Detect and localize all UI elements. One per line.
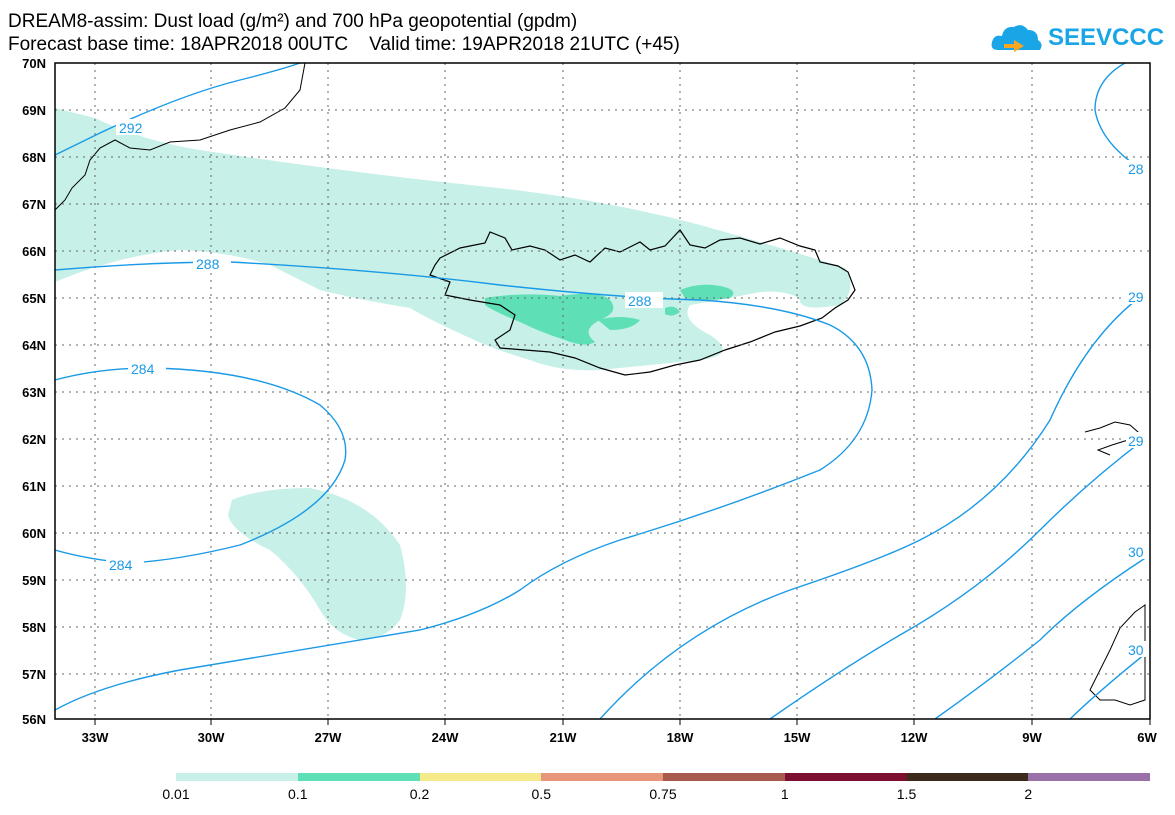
colorbar-label: 1.5	[896, 786, 917, 802]
contour-288	[55, 261, 873, 711]
lon-label: 30W	[197, 730, 225, 745]
scotland-coastline	[1089, 604, 1146, 706]
colorbar-swatch	[419, 773, 542, 781]
contour-label-30-a: 30	[1128, 544, 1144, 560]
colorbar-label: 2	[1024, 786, 1033, 802]
lat-label: 62N	[22, 432, 46, 447]
lat-label: 58N	[22, 620, 46, 635]
contour-label-288-east: 288	[628, 293, 652, 309]
dust-patch-central-iceland	[598, 317, 640, 330]
lon-label: 9W	[1022, 730, 1042, 745]
contour-296-east	[769, 434, 1150, 719]
lat-label: 63N	[22, 385, 46, 400]
dust-patch-east-iceland	[680, 284, 734, 300]
colorbar-label: 0.5	[531, 786, 551, 802]
contour-label-288-west: 288	[196, 256, 220, 272]
lat-label: 67N	[22, 197, 46, 212]
colorbar-swatch	[784, 773, 907, 781]
colorbar-label: 0.2	[409, 786, 430, 802]
contour-label-29-b: 29	[1128, 433, 1144, 449]
colorbar-swatch	[906, 773, 1029, 781]
colorbar-label: 0.1	[288, 786, 308, 802]
colorbar-label: 0.01	[162, 786, 190, 802]
colorbar-swatch	[1028, 773, 1150, 781]
lat-label: 61N	[22, 479, 46, 494]
contour-288-east	[1094, 63, 1136, 166]
lon-label: 24W	[431, 730, 459, 745]
lat-label: 66N	[22, 244, 46, 259]
contour-label-284-north: 284	[131, 361, 155, 377]
greenland-coastline	[55, 63, 306, 211]
dust-patch-small	[665, 306, 680, 316]
iceland-coastline	[429, 229, 856, 376]
lat-label: 56N	[22, 712, 46, 727]
contour-label-28-east: 28	[1128, 161, 1144, 177]
lat-label: 60N	[22, 526, 46, 541]
map-title: DREAM8-assim: Dust load (g/m²) and 700 h…	[8, 11, 578, 32]
lon-label: 15W	[783, 730, 811, 745]
contour-300-east	[934, 554, 1150, 719]
contour-292-east	[599, 289, 1150, 719]
dust-patch-west-iceland	[485, 293, 614, 345]
contour-304-east	[1069, 649, 1150, 719]
colorbar-swatch	[176, 773, 298, 781]
colorbar-swatch	[663, 773, 785, 781]
colorbar-swatch	[297, 773, 420, 781]
contour-label-30-b: 30	[1128, 642, 1144, 658]
dust-plume-south	[228, 488, 406, 640]
lat-label: 70N	[22, 56, 46, 71]
lat-label: 64N	[22, 338, 46, 353]
contour-label-292: 292	[119, 120, 143, 136]
contour-label-284-south: 284	[109, 557, 133, 573]
seevccc-cloud-logo-icon	[991, 25, 1042, 52]
map-subtitle: Forecast base time: 18APR2018 00UTC Vali…	[8, 34, 680, 55]
colorbar-swatch	[541, 773, 663, 781]
lon-label: 6W	[1137, 730, 1157, 745]
lat-label: 59N	[22, 573, 46, 588]
lat-label: 69N	[22, 103, 46, 118]
lat-label: 68N	[22, 150, 46, 165]
contour-label-29-a: 29	[1128, 289, 1144, 305]
colorbar-label: 0.75	[649, 786, 677, 802]
map-frame	[54, 62, 1151, 720]
lon-label: 21W	[549, 730, 577, 745]
lon-label: 18W	[666, 730, 694, 745]
colorbar-label: 1	[780, 786, 789, 802]
lat-label: 65N	[22, 291, 46, 306]
lat-label: 57N	[22, 667, 46, 682]
logo-text: SEEVCCC	[1048, 24, 1165, 51]
lon-label: 12W	[900, 730, 928, 745]
lon-label: 33W	[81, 730, 109, 745]
lon-label: 27W	[314, 730, 342, 745]
